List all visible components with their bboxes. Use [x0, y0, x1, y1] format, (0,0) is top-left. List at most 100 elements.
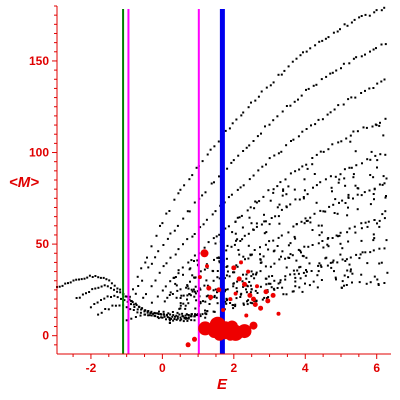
data-point — [378, 219, 381, 222]
data-point — [182, 302, 185, 305]
data-point — [285, 193, 288, 196]
data-point — [193, 260, 195, 262]
data-point — [383, 282, 386, 284]
data-point — [232, 282, 235, 285]
data-point — [386, 271, 389, 274]
data-point — [224, 300, 227, 303]
data-point — [247, 257, 250, 260]
data-point — [265, 277, 268, 280]
data-point — [97, 313, 100, 316]
data-point — [224, 227, 227, 230]
data-point — [199, 315, 202, 318]
data-point — [279, 281, 282, 284]
data-point — [212, 279, 215, 282]
data-point — [164, 285, 167, 288]
data-point — [91, 276, 94, 278]
data-point — [107, 308, 110, 311]
data-point — [140, 267, 143, 270]
data-point — [380, 9, 383, 12]
data-point — [358, 16, 361, 19]
highlight-point — [197, 275, 202, 280]
data-point — [339, 28, 341, 31]
data-point — [276, 287, 279, 289]
data-point — [150, 245, 153, 248]
data-point — [186, 319, 189, 322]
data-point — [162, 313, 165, 316]
data-point — [232, 271, 234, 274]
data-point — [353, 18, 356, 21]
data-point — [240, 214, 243, 217]
data-point — [284, 275, 287, 278]
data-point — [313, 212, 316, 215]
data-point — [203, 284, 206, 287]
data-point — [307, 87, 310, 90]
tick-labels: -2 0 2 4 6 0 50 100 150 — [29, 54, 380, 375]
data-point — [166, 313, 168, 316]
data-point — [276, 185, 279, 188]
data-point — [169, 313, 172, 316]
data-point — [301, 290, 304, 293]
data-point — [236, 238, 239, 241]
data-point — [85, 292, 87, 295]
data-point — [205, 218, 208, 221]
data-point — [280, 234, 283, 237]
data-point — [245, 288, 247, 291]
data-point — [213, 258, 215, 261]
data-point — [352, 176, 355, 179]
data-point — [319, 209, 322, 212]
data-point — [169, 280, 172, 283]
data-point — [262, 195, 265, 198]
data-point — [316, 286, 319, 289]
data-point — [162, 244, 165, 246]
data-point — [324, 257, 327, 260]
data-point — [360, 15, 363, 17]
data-point — [292, 269, 295, 272]
data-point — [343, 274, 346, 277]
data-point — [282, 293, 285, 296]
data-point — [354, 96, 357, 99]
data-point — [251, 302, 254, 305]
data-point — [331, 143, 334, 146]
data-point — [147, 310, 150, 312]
data-point — [234, 303, 237, 306]
data-point — [350, 166, 353, 169]
data-point — [216, 256, 219, 259]
data-point — [177, 269, 180, 272]
data-point — [259, 253, 261, 256]
data-point — [372, 48, 375, 51]
data-point — [193, 233, 196, 235]
data-point — [344, 202, 347, 204]
data-point — [349, 268, 352, 271]
data-point — [324, 37, 327, 40]
data-point — [378, 247, 381, 250]
data-point — [348, 227, 351, 230]
data-point — [218, 277, 221, 280]
highlight-point — [251, 296, 256, 302]
data-point — [232, 285, 235, 288]
data-point — [185, 313, 188, 316]
data-point — [369, 251, 372, 254]
data-point — [285, 206, 288, 209]
data-point — [176, 224, 179, 227]
data-point — [249, 206, 252, 209]
data-point — [350, 96, 353, 99]
data-point — [267, 275, 270, 278]
data-point — [339, 231, 342, 234]
data-point — [268, 240, 271, 243]
highlight-point — [239, 260, 243, 265]
data-point — [255, 225, 258, 228]
data-point — [291, 60, 294, 63]
highlight-point — [228, 297, 233, 302]
data-point — [64, 282, 67, 285]
data-point — [360, 194, 363, 197]
data-point — [257, 95, 260, 98]
data-point — [298, 168, 301, 171]
data-point — [132, 288, 134, 291]
data-point — [284, 278, 287, 281]
data-point — [125, 295, 128, 298]
data-point — [372, 249, 375, 252]
data-point — [169, 291, 172, 294]
data-point — [78, 296, 81, 299]
data-point — [278, 203, 281, 206]
data-point — [305, 128, 308, 130]
